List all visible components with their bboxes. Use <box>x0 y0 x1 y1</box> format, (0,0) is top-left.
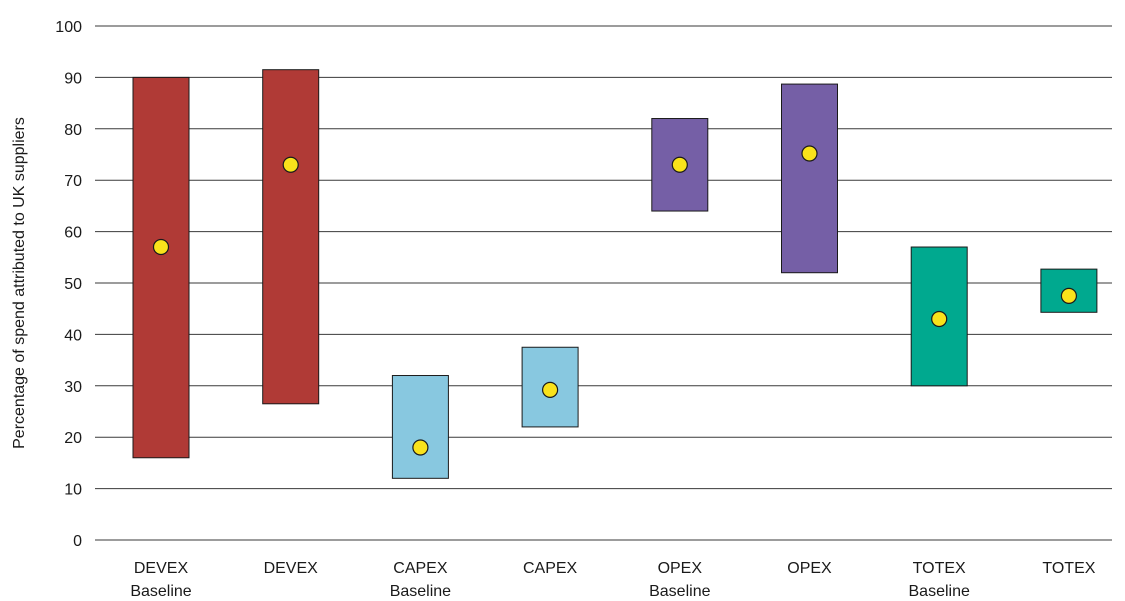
point-marker <box>671 156 688 173</box>
point-markers <box>152 145 1078 456</box>
x-tick-labels: DEVEX Baseline DEVEX CAPEX Baseline CAPEX OPEX… <box>130 560 1095 600</box>
y-tick-label: 60 <box>64 225 82 242</box>
y-axis-title: Percentage of spend attributed to UK sup… <box>11 117 28 449</box>
point-marker <box>931 310 948 328</box>
point-marker <box>801 145 818 162</box>
x-tick-sublabel: Baseline <box>390 583 451 600</box>
x-tick-label: CAPEX <box>393 560 448 577</box>
x-tick-label: DEVEX <box>134 560 189 577</box>
point-marker <box>1060 287 1078 304</box>
point-marker <box>412 439 429 456</box>
range-bar <box>781 83 838 274</box>
y-tick-label: 70 <box>64 173 82 190</box>
point-marker <box>541 381 559 399</box>
y-tick-label: 0 <box>73 533 82 550</box>
x-tick-label: TOTEX <box>913 560 966 577</box>
y-tick-label: 50 <box>64 276 82 293</box>
x-tick-sublabel: Baseline <box>130 583 191 600</box>
x-tick-sublabel: Baseline <box>649 583 710 600</box>
range-bar <box>262 69 320 405</box>
point-marker <box>282 156 299 173</box>
range-bars <box>132 69 1098 479</box>
x-tick-sublabel: Baseline <box>909 583 970 600</box>
y-tick-label: 100 <box>55 19 82 36</box>
y-tick-label: 80 <box>64 122 82 139</box>
range-bar <box>391 375 449 479</box>
x-tick-label: DEVEX <box>264 560 319 577</box>
y-tick-labels: 0 10 20 30 40 50 60 70 80 90 100 <box>55 19 82 550</box>
point-marker <box>152 238 170 256</box>
x-tick-label: OPEX <box>787 560 832 577</box>
y-tick-label: 30 <box>64 379 82 396</box>
x-tick-label: CAPEX <box>523 560 578 577</box>
x-tick-label: OPEX <box>658 560 703 577</box>
range-bar <box>132 76 190 459</box>
x-tick-label: TOTEX <box>1042 560 1095 577</box>
y-tick-label: 10 <box>64 482 82 499</box>
y-tick-label: 90 <box>64 70 82 87</box>
y-tick-label: 40 <box>64 327 82 344</box>
y-tick-label: 20 <box>64 430 82 447</box>
